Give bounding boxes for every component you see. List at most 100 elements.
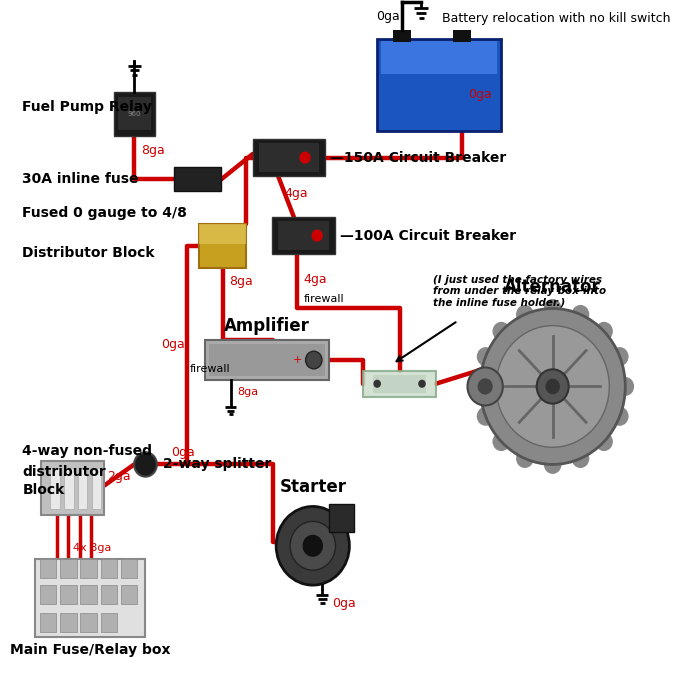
- Circle shape: [595, 432, 612, 451]
- Text: distributor: distributor: [22, 465, 106, 479]
- Circle shape: [516, 305, 533, 324]
- Bar: [40, 585, 57, 604]
- Bar: [121, 559, 137, 578]
- Bar: [363, 371, 436, 397]
- Bar: [78, 468, 88, 508]
- Text: 8ga: 8ga: [141, 144, 164, 157]
- Bar: [40, 559, 57, 578]
- Text: 4x 8ga: 4x 8ga: [73, 543, 111, 553]
- Bar: [80, 585, 97, 604]
- Circle shape: [493, 322, 510, 341]
- Circle shape: [418, 380, 426, 388]
- Text: 8ga: 8ga: [229, 275, 253, 287]
- Bar: [35, 559, 146, 637]
- Circle shape: [477, 378, 493, 395]
- Circle shape: [496, 325, 609, 447]
- Bar: [41, 461, 104, 515]
- Circle shape: [611, 347, 629, 366]
- Bar: [40, 613, 57, 632]
- Circle shape: [471, 377, 489, 396]
- Bar: [50, 468, 60, 508]
- Bar: [101, 559, 117, 578]
- Bar: [453, 30, 471, 42]
- Circle shape: [544, 455, 561, 474]
- Text: firewall: firewall: [190, 364, 230, 374]
- Bar: [206, 340, 328, 380]
- Text: 960: 960: [127, 111, 141, 117]
- Circle shape: [373, 380, 381, 388]
- Circle shape: [468, 367, 503, 405]
- Circle shape: [516, 449, 533, 468]
- Text: 4-way non-fused: 4-way non-fused: [22, 443, 153, 458]
- Text: firewall: firewall: [303, 294, 344, 304]
- Bar: [60, 585, 77, 604]
- Bar: [101, 585, 117, 604]
- Bar: [373, 375, 426, 393]
- Bar: [272, 217, 335, 254]
- Text: Fuel Pump Relay: Fuel Pump Relay: [22, 100, 153, 114]
- Text: Alternator: Alternator: [504, 278, 601, 296]
- Circle shape: [300, 152, 311, 163]
- Bar: [259, 143, 319, 172]
- Circle shape: [595, 322, 612, 341]
- Circle shape: [477, 347, 494, 366]
- Circle shape: [477, 407, 494, 426]
- Circle shape: [306, 351, 322, 369]
- Text: 0ga: 0ga: [161, 338, 185, 351]
- Bar: [92, 468, 102, 508]
- Text: 30A inline fuse: 30A inline fuse: [22, 172, 139, 186]
- Bar: [377, 39, 500, 130]
- Text: 8ga: 8ga: [237, 386, 258, 397]
- Bar: [253, 139, 326, 176]
- Circle shape: [537, 370, 568, 403]
- Circle shape: [617, 377, 634, 396]
- Bar: [121, 585, 137, 604]
- Circle shape: [290, 521, 335, 570]
- Bar: [381, 41, 498, 74]
- Bar: [209, 344, 326, 376]
- Circle shape: [276, 506, 349, 585]
- Bar: [60, 559, 77, 578]
- Bar: [80, 613, 97, 632]
- Text: 4ga: 4ga: [284, 186, 308, 199]
- Circle shape: [312, 229, 323, 242]
- Circle shape: [134, 452, 157, 477]
- Text: 0ga: 0ga: [171, 446, 195, 459]
- Text: —100A Circuit Breaker: —100A Circuit Breaker: [340, 228, 516, 243]
- Circle shape: [572, 305, 589, 324]
- Text: +: +: [293, 355, 302, 365]
- Bar: [64, 468, 74, 508]
- Bar: [328, 504, 354, 532]
- Text: Block: Block: [22, 483, 64, 498]
- Text: Starter: Starter: [279, 478, 346, 496]
- Bar: [393, 30, 411, 42]
- Text: Fused 0 gauge to 4/8: Fused 0 gauge to 4/8: [22, 206, 188, 220]
- Text: Amplifier: Amplifier: [224, 317, 310, 335]
- Circle shape: [493, 432, 510, 451]
- Bar: [114, 92, 155, 136]
- Bar: [278, 221, 328, 250]
- Bar: [60, 613, 77, 632]
- Circle shape: [545, 378, 560, 395]
- Text: 0ga: 0ga: [376, 10, 400, 24]
- Bar: [101, 613, 117, 632]
- Bar: [80, 559, 97, 578]
- Circle shape: [611, 407, 629, 426]
- Text: Main Fuse/Relay box: Main Fuse/Relay box: [10, 643, 171, 657]
- Text: —150A Circuit Breaker: —150A Circuit Breaker: [330, 151, 507, 165]
- Bar: [118, 97, 151, 130]
- Text: 4ga: 4ga: [303, 273, 327, 285]
- Text: 2ga: 2ga: [108, 470, 131, 483]
- Text: Battery relocation with no kill switch: Battery relocation with no kill switch: [442, 12, 671, 25]
- Bar: [199, 224, 246, 243]
- Bar: [199, 224, 246, 268]
- Text: 0ga: 0ga: [468, 88, 492, 101]
- Text: Distributor Block: Distributor Block: [22, 245, 155, 260]
- Text: (I just used the factory wires
from under the relay box-into
the inline fuse hol: (I just used the factory wires from unde…: [433, 275, 606, 308]
- Circle shape: [544, 299, 561, 318]
- Text: 2-way splitter: 2-way splitter: [163, 458, 272, 471]
- Circle shape: [572, 449, 589, 468]
- Bar: [174, 167, 221, 191]
- Circle shape: [302, 535, 323, 557]
- Text: 0ga: 0ga: [332, 597, 356, 610]
